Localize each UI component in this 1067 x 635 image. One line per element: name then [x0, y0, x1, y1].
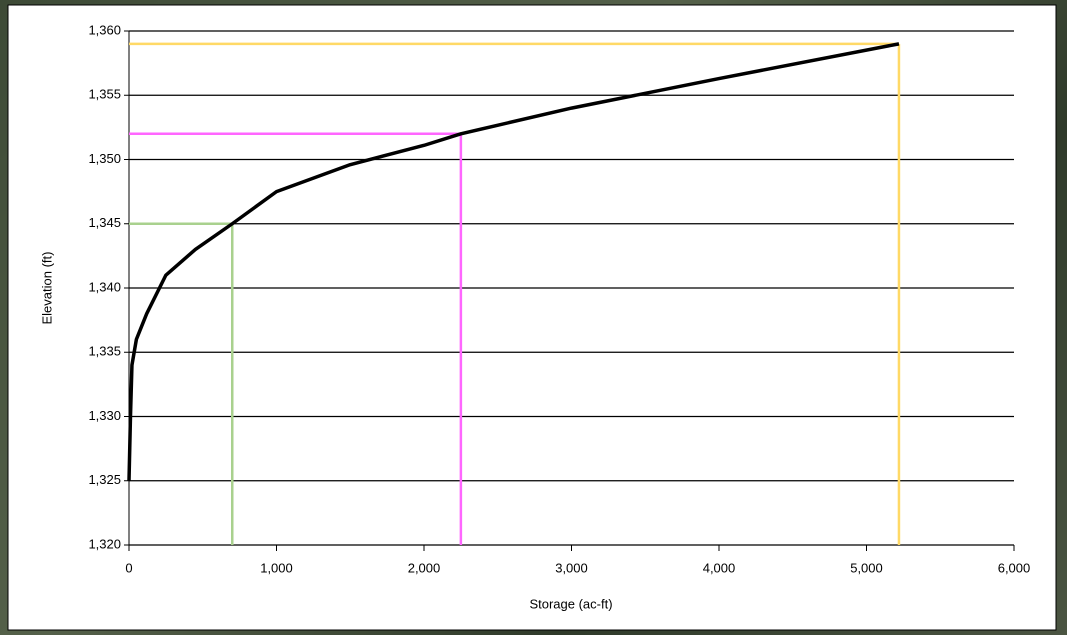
- y-axis-label: Elevation (ft): [39, 252, 54, 325]
- x-tick-label: 3,000: [555, 560, 588, 575]
- curve: [127, 42, 900, 481]
- y-tick-label: 1,355: [88, 87, 121, 102]
- x-tick-label: 4,000: [703, 560, 736, 575]
- y-tick-label: 1,340: [88, 279, 121, 294]
- x-tick-label: 6,000: [998, 560, 1031, 575]
- y-tick-label: 1,335: [88, 344, 121, 359]
- x-tick-label: 2,000: [408, 560, 441, 575]
- y-tick-label: 1,345: [88, 215, 121, 230]
- y-tick-label: 1,320: [88, 536, 121, 551]
- y-tick-label: 1,360: [88, 22, 121, 37]
- y-tick-label: 1,330: [88, 408, 121, 423]
- x-axis-label: Storage (ac-ft): [529, 596, 612, 611]
- y-tick-label: 1,325: [88, 472, 121, 487]
- x-tick-label: 1,000: [260, 560, 293, 575]
- chart-frame: [7, 4, 1057, 631]
- x-tick-label: 5,000: [850, 560, 883, 575]
- y-tick-label: 1,350: [88, 151, 121, 166]
- x-tick-label: 0: [125, 560, 132, 575]
